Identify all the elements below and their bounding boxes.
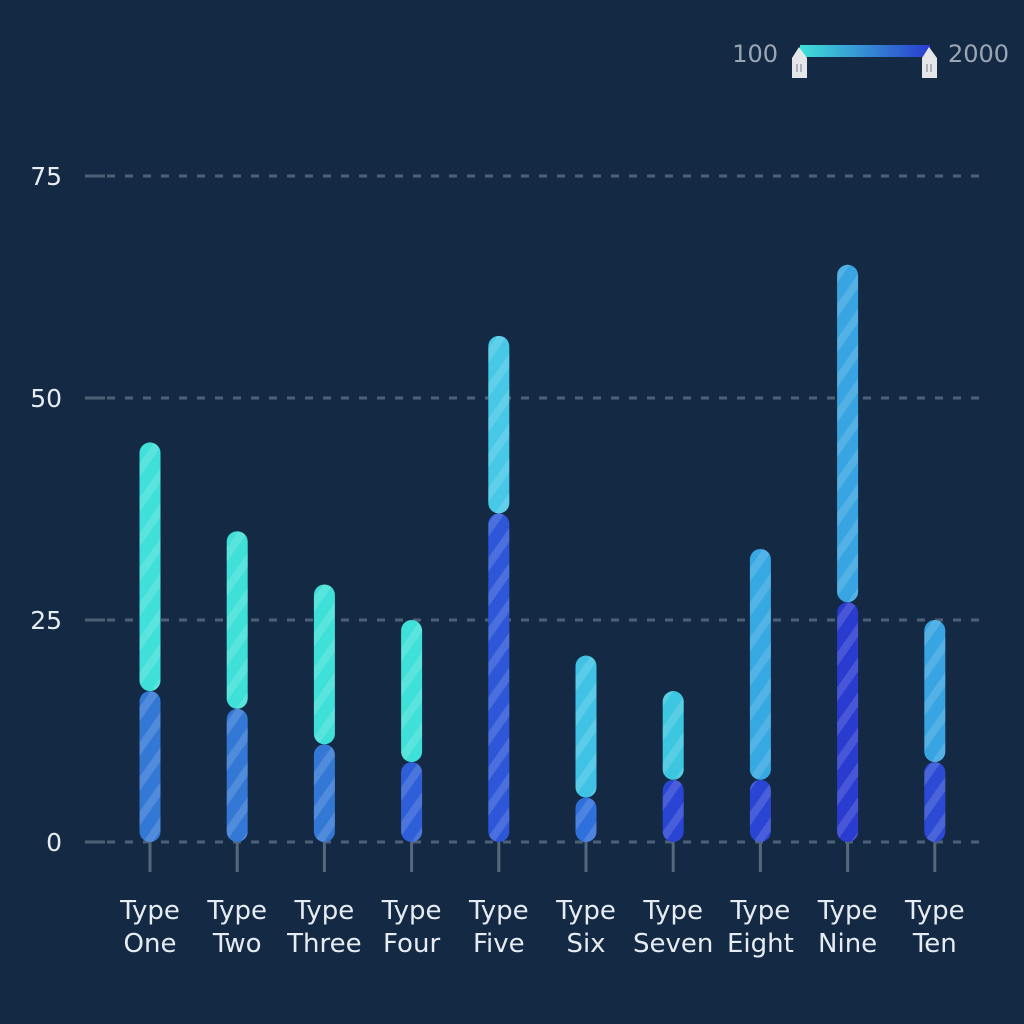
grid-lines (107, 174, 980, 844)
bar-segment-stripes (662, 691, 684, 780)
bar-segment[interactable] (837, 602, 859, 842)
bar-segment[interactable] (575, 655, 597, 798)
x-tick-label-line: Eight (727, 929, 794, 959)
bar-segment-stripes (313, 584, 335, 745)
x-tick-label-line: Two (212, 929, 262, 959)
x-tick-label-line: Type (294, 896, 355, 926)
bar-segment-stripes (662, 779, 684, 842)
x-tick-label: Type Four (381, 896, 442, 959)
bar-segment[interactable] (924, 762, 946, 842)
bar-segment[interactable] (401, 762, 423, 842)
visual-map-max-label: 2000 (948, 40, 1009, 68)
bar-segment-stripes (139, 691, 161, 842)
bar-segment[interactable] (575, 797, 597, 842)
bar-segment[interactable] (226, 708, 248, 842)
bar-segment-stripes (749, 779, 771, 842)
bar-segment[interactable] (313, 744, 335, 842)
bar-segment[interactable] (488, 513, 510, 842)
bar-segment-stripes (749, 548, 771, 780)
y-tick-label: 0 (46, 828, 62, 857)
x-tick-label-line: Type (468, 896, 529, 926)
x-tick-label-line: Five (473, 929, 525, 959)
x-tick-label-line: Type (555, 896, 616, 926)
bar-segment-stripes (488, 513, 510, 842)
bars (139, 264, 946, 842)
bar-segment[interactable] (662, 691, 684, 780)
bar-segment-stripes (313, 744, 335, 842)
bar-segment-stripes (575, 655, 597, 798)
x-tick-label: Type Seven (633, 896, 713, 959)
bar-segment-stripes (837, 602, 859, 842)
x-tick-label: Type Eight (727, 896, 794, 959)
x-tick-label-line: Nine (818, 929, 877, 959)
x-tick-label-line: Type (381, 896, 442, 926)
y-tick-label: 75 (30, 162, 62, 191)
bar-segment-stripes (924, 620, 946, 763)
bar-segment[interactable] (401, 620, 423, 763)
x-tick-label-line: Four (383, 929, 440, 959)
y-tick-label: 50 (30, 384, 62, 413)
bar-segment[interactable] (139, 691, 161, 842)
visual-map-min-handle[interactable] (792, 47, 807, 78)
x-axis-ticks (148, 842, 937, 872)
x-tick-label-line: Type (904, 896, 965, 926)
y-tick-label: 25 (30, 606, 62, 635)
bar-segment[interactable] (749, 548, 771, 780)
x-tick-label-line: Type (206, 896, 267, 926)
bar-segment-stripes (226, 531, 248, 709)
bar-segment[interactable] (837, 264, 859, 603)
x-tick-label: Type One (119, 896, 180, 959)
bar-segment[interactable] (924, 620, 946, 763)
y-axis-ticks: 0 25 50 75 (30, 162, 105, 857)
x-tick-label: Type Three (286, 896, 361, 959)
bar-segment-stripes (575, 797, 597, 842)
x-tick-label-line: Type (817, 896, 878, 926)
bar-segment[interactable] (749, 779, 771, 842)
bar-segment-stripes (401, 762, 423, 842)
bar-segment-stripes (488, 335, 510, 514)
visual-map-range-slider[interactable]: 100 2000 (732, 40, 1009, 78)
bar-segment-stripes (139, 442, 161, 692)
x-tick-label: Type Six (555, 896, 616, 959)
bar-segment-stripes (401, 620, 423, 763)
bar-segment[interactable] (226, 531, 248, 709)
visual-map-max-handle[interactable] (922, 47, 937, 78)
bar-segment[interactable] (139, 442, 161, 692)
x-tick-label-line: Type (119, 896, 180, 926)
bar-segment-stripes (924, 762, 946, 842)
x-tick-label-line: Seven (633, 929, 713, 959)
x-tick-label-line: One (124, 929, 177, 959)
x-tick-label: Type Two (206, 896, 267, 959)
x-tick-label-line: Six (566, 929, 605, 959)
bar-segment[interactable] (313, 584, 335, 745)
x-tick-label-line: Ten (912, 929, 957, 959)
visual-map-gradient-bar[interactable] (800, 45, 930, 57)
visual-map-min-label: 100 (732, 40, 778, 68)
bar-segment-stripes (837, 264, 859, 603)
x-tick-label-line: Type (730, 896, 791, 926)
bar-segment[interactable] (488, 335, 510, 514)
bar-segment-stripes (226, 708, 248, 842)
x-tick-label-line: Three (286, 929, 361, 959)
x-tick-label-line: Type (642, 896, 703, 926)
bar-segment[interactable] (662, 779, 684, 842)
x-tick-label: Type Ten (904, 896, 965, 959)
x-tick-label: Type Five (468, 896, 529, 959)
x-tick-label: Type Nine (817, 896, 878, 959)
